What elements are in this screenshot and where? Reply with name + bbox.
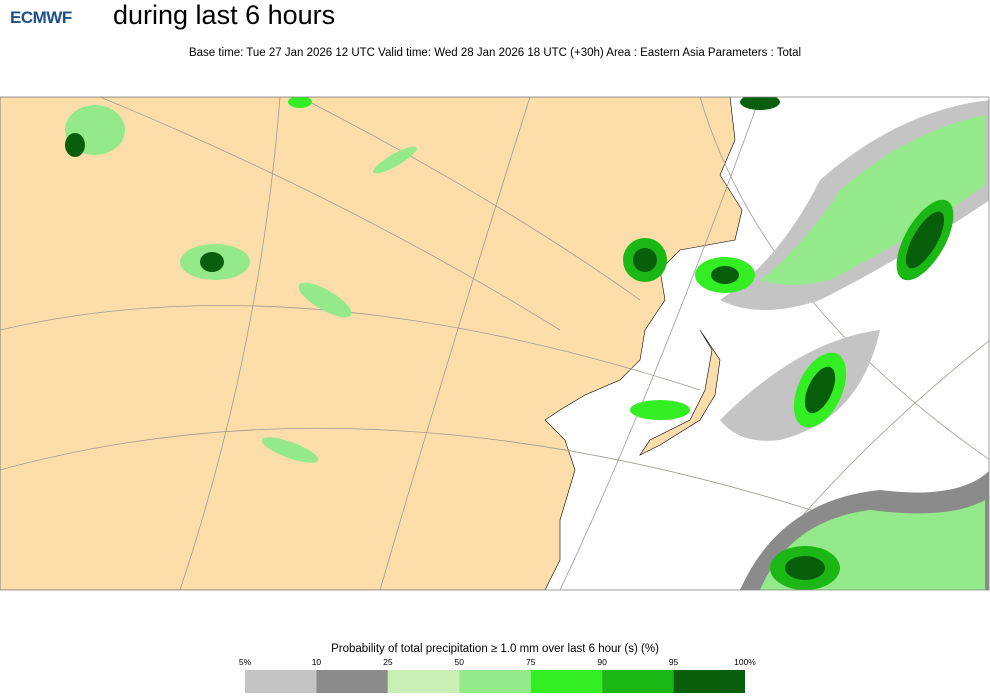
legend-label: 75 [526,657,536,667]
legend-swatch [530,670,603,693]
legend-label: 90 [597,657,607,667]
legend-label: 100% [734,657,756,667]
land [639,329,721,456]
legend-swatch [245,670,317,693]
legend-swatch [459,670,531,693]
legend-label: 10 [312,657,322,667]
precipitation [65,97,989,590]
legend-swatch [316,670,388,693]
legend-label: 25 [383,657,393,667]
land [0,97,743,590]
title: during last 6 hours [113,0,336,30]
legend: 5% 10 25 50 75 90 95 100% [239,657,756,693]
map-frame [0,96,990,591]
legend-swatch [602,670,674,693]
legend-swatch [387,670,460,693]
subtitle: Base time: Tue 27 Jan 2026 12 UTC Valid … [188,47,802,59]
logo: ECMWF [10,8,72,27]
legend-swatch [673,670,745,693]
legend-label: 95 [669,657,679,667]
legend-label: 5% [239,657,252,667]
legend-label: 50 [455,657,465,667]
legend-title: Probability of total precipitation ≥ 1.0… [331,643,659,655]
map [0,97,989,590]
